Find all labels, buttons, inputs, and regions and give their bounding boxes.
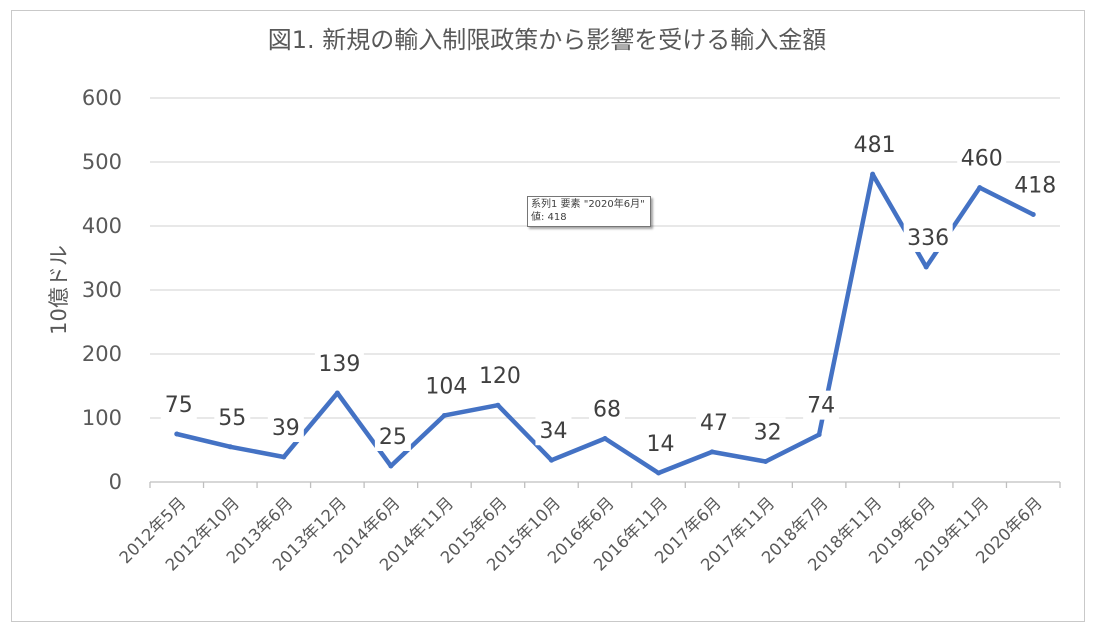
- data-point[interactable]: [227, 444, 233, 450]
- chart-frame: [11, 10, 1085, 622]
- y-tick-label: 300: [82, 278, 122, 302]
- y-axis-ticks: 0 100 200 300 400 500 600: [82, 86, 122, 494]
- data-label-bg: [475, 361, 525, 391]
- data-label: 47: [700, 411, 728, 436]
- data-label: 481: [854, 133, 896, 158]
- data-label: 460: [961, 147, 1003, 172]
- data-labels: 75 55 39 139 25 104 120 34 68 14 47 32 74 481 336 460 41…: [160, 130, 1060, 459]
- data-point[interactable]: [977, 185, 983, 191]
- data-point[interactable]: [495, 402, 501, 408]
- data-label: 139: [318, 352, 360, 377]
- data-label-bg: [374, 422, 411, 451]
- y-tick-label: 100: [82, 406, 122, 430]
- chart-title: 図1. 新規の輸入制限政策から影響を受ける輸入金額: [267, 26, 827, 54]
- data-label-bg: [160, 390, 197, 419]
- data-point[interactable]: [709, 449, 715, 455]
- data-label: 55: [218, 406, 246, 431]
- data-point[interactable]: [870, 171, 876, 177]
- data-point[interactable]: [388, 463, 394, 469]
- data-label: 74: [807, 394, 835, 419]
- data-label: 32: [754, 421, 782, 446]
- data-label-bg: [1010, 170, 1060, 200]
- x-axis: 2012年5月2012年10月2013年6月2013年12月2014年6月201…: [116, 481, 1061, 575]
- data-point[interactable]: [548, 457, 554, 463]
- data-label: 104: [425, 374, 467, 399]
- data-point[interactable]: [334, 390, 340, 396]
- data-point[interactable]: [923, 264, 929, 270]
- data-label: 25: [379, 425, 407, 450]
- data-label: 68: [593, 397, 621, 422]
- data-label-bg: [267, 413, 304, 443]
- series-line: [174, 171, 1036, 476]
- data-label-bg: [749, 417, 786, 447]
- data-point[interactable]: [281, 454, 287, 460]
- y-tick-label: 600: [82, 86, 122, 110]
- data-label: 336: [907, 226, 949, 251]
- data-label-bg: [957, 143, 1007, 173]
- y-tick-label: 200: [82, 342, 122, 366]
- data-point[interactable]: [602, 435, 608, 441]
- data-point[interactable]: [656, 470, 662, 476]
- data-point[interactable]: [1030, 211, 1036, 217]
- data-point[interactable]: [816, 432, 822, 438]
- y-tick-label: 400: [82, 214, 122, 238]
- data-label-bg: [535, 416, 572, 446]
- tooltip-series: 系列1 要素 "2020年6月": [531, 199, 645, 210]
- y-tick-label: 0: [109, 470, 122, 494]
- data-label: 75: [165, 393, 193, 418]
- data-label-bg: [642, 429, 679, 459]
- data-label-bg: [214, 402, 251, 432]
- data-label: 120: [479, 364, 521, 389]
- data-point[interactable]: [174, 431, 180, 437]
- tooltip-value: 値: 418: [531, 212, 567, 223]
- y-tick-label: 500: [82, 150, 122, 174]
- data-label: 418: [1014, 173, 1056, 198]
- data-point[interactable]: [441, 412, 447, 418]
- data-label-bg: [421, 371, 471, 401]
- data-label-bg: [903, 222, 953, 252]
- data-label: 34: [539, 419, 567, 444]
- data-label-bg: [803, 390, 840, 420]
- data-label: 14: [647, 432, 675, 457]
- tooltip: 系列1 要素 "2020年6月" 値: 418: [527, 196, 651, 227]
- data-label-bg: [314, 349, 364, 379]
- data-label: 39: [272, 416, 300, 441]
- data-label-bg: [850, 130, 900, 160]
- data-label-bg: [696, 407, 733, 437]
- data-point[interactable]: [763, 459, 769, 465]
- y-axis-label: 10億ドル: [47, 245, 71, 335]
- data-label-bg: [589, 394, 625, 424]
